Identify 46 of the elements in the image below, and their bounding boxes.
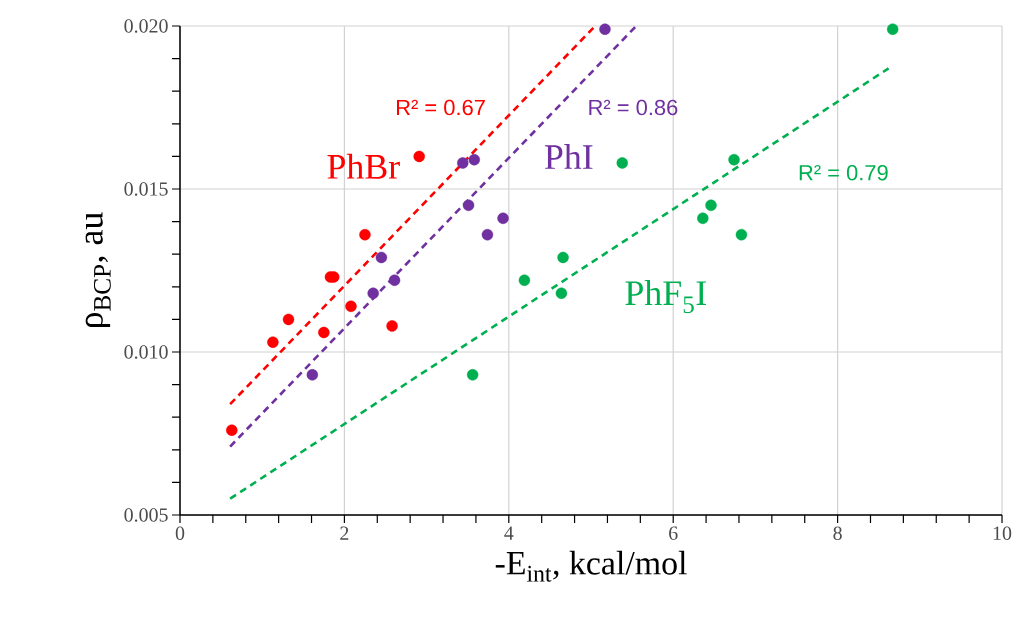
point — [413, 150, 425, 163]
point — [386, 320, 398, 332]
point — [599, 23, 611, 35]
point — [226, 424, 238, 436]
x-tick-label: 2 — [340, 526, 349, 540]
point — [735, 228, 748, 241]
point — [481, 228, 494, 241]
x-tick-label: 8 — [833, 526, 842, 540]
point — [555, 287, 568, 300]
series-label: PhI — [544, 143, 593, 169]
point — [462, 199, 475, 211]
x-tick-label: 4 — [504, 526, 514, 540]
series-label: PhF$_{5}$I — [625, 280, 706, 314]
point — [468, 153, 480, 166]
point — [388, 274, 401, 286]
point — [557, 251, 569, 264]
point — [359, 228, 371, 241]
point — [518, 274, 531, 286]
point — [728, 153, 740, 166]
y-tick-label: 0.005 — [124, 508, 168, 522]
x-axis-title: -E$_{int}$, kcal/mol — [495, 550, 687, 582]
point — [497, 212, 509, 225]
annotation: R² = 0.86 — [589, 99, 678, 116]
point — [705, 199, 717, 211]
series-label: PhBr — [327, 153, 400, 179]
point — [267, 336, 279, 348]
annotation: R² = 0.79 — [799, 164, 888, 181]
point — [886, 23, 899, 35]
point — [282, 313, 295, 326]
point — [466, 369, 479, 381]
point — [375, 251, 388, 264]
point — [345, 300, 357, 313]
y-tick-label: 0.020 — [124, 19, 168, 33]
y-axis-title: ρ$_{BCP}$, au — [85, 212, 111, 327]
point — [306, 369, 319, 381]
y-tick-label: 0.015 — [124, 182, 168, 196]
annotation: R² = 0.67 — [396, 99, 485, 116]
point — [616, 157, 628, 169]
x-tick-label: 0 — [175, 526, 185, 540]
x-tick-label: 10 — [993, 526, 1012, 540]
point — [457, 157, 469, 169]
y-tick-label: 0.010 — [124, 345, 168, 359]
point — [367, 287, 379, 300]
point — [318, 326, 330, 339]
point — [697, 212, 709, 225]
x-tick-label: 6 — [669, 526, 678, 540]
